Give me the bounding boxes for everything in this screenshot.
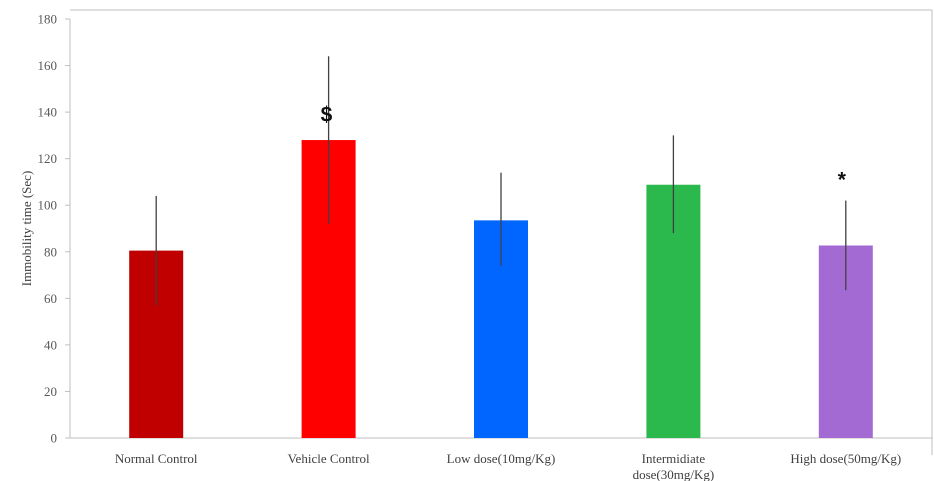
category-label: High dose(50mg/Kg): [790, 451, 901, 466]
significance-marker: *: [838, 169, 847, 192]
significance-marker: $: [321, 103, 333, 126]
y-tick-label: 140: [38, 105, 58, 120]
y-axis-ticks: 0 20 40 60 80 100 120 140 160 180: [38, 12, 71, 446]
y-tick-label: 120: [38, 151, 58, 166]
x-axis-categories: Normal Control Vehicle Control Low dose(10…: [115, 451, 901, 481]
category-label: Normal Control: [115, 451, 198, 466]
category-label: Intermidiate dose(30mg/Kg): [633, 451, 715, 481]
y-tick-label: 20: [44, 384, 57, 399]
y-tick-label: 100: [38, 198, 58, 213]
annotations: $*: [321, 103, 847, 191]
y-tick-label: 160: [38, 58, 58, 73]
y-axis-label: Immobility time (Sec): [19, 171, 34, 287]
y-tick-label: 60: [44, 291, 57, 306]
y-tick-label: 80: [44, 244, 57, 259]
y-tick-label: 0: [51, 431, 58, 446]
y-tick-label: 180: [38, 12, 58, 27]
category-label: Vehicle Control: [288, 451, 370, 466]
category-label: Low dose(10mg/Kg): [447, 451, 556, 466]
y-tick-label: 40: [44, 337, 57, 352]
